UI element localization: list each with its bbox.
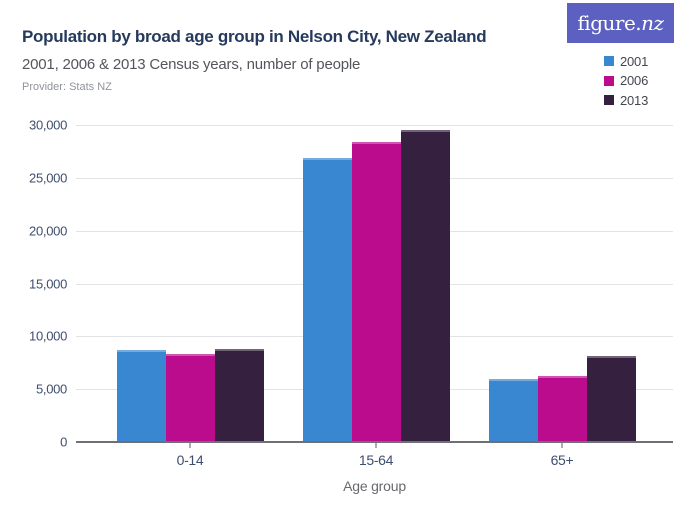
- legend-label: 2013: [620, 92, 649, 108]
- x-tick-label-65+: 65+: [550, 452, 574, 468]
- bar-2001-15-64: [302, 158, 352, 442]
- bar-2006-65+: [537, 376, 587, 442]
- chart-title: Population by broad age group in Nelson …: [22, 27, 487, 46]
- bar-group-0-14: [97, 125, 283, 442]
- x-tick-label-0-14: 0-14: [176, 452, 204, 468]
- logo-text: figure.: [577, 11, 642, 35]
- legend-label: 2001: [620, 53, 649, 69]
- x-tick-mark: [561, 443, 563, 448]
- bar-2013-0-14: [214, 349, 264, 442]
- x-tick-mark: [189, 443, 191, 448]
- provider-label: Provider: Stats NZ: [22, 81, 112, 93]
- y-tick-label: 10,000: [29, 328, 67, 344]
- bar-2001-65+: [488, 379, 538, 442]
- y-tick-label: 5,000: [35, 381, 67, 397]
- bar-group-15-64: [283, 125, 469, 442]
- y-tick-label: 30,000: [29, 117, 67, 133]
- x-tick-label-15-64: 15-64: [358, 452, 394, 468]
- legend-item-2006: 2006: [604, 73, 648, 89]
- bar-group-65+: [469, 125, 655, 442]
- legend: 2001 2006 2013: [604, 53, 648, 112]
- legend-swatch-icon: [604, 75, 614, 86]
- legend-swatch-icon: [604, 95, 614, 105]
- y-tick-label: 0: [60, 434, 67, 450]
- legend-item-2001: 2001: [604, 53, 648, 69]
- logo-text-suffix: nz: [641, 11, 664, 35]
- bar-2013-65+: [586, 356, 636, 442]
- legend-swatch-icon: [604, 56, 614, 66]
- bar-2001-0-14: [116, 350, 166, 442]
- legend-item-2013: 2013: [604, 92, 648, 108]
- gridline: [76, 125, 673, 126]
- chart-subtitle: 2001, 2006 & 2013 Census years, number o…: [22, 56, 361, 73]
- x-axis-line: [76, 441, 673, 443]
- bar-2006-15-64: [351, 142, 401, 442]
- x-tick-mark: [375, 443, 377, 448]
- y-tick-label: 15,000: [29, 276, 67, 291]
- figure-nz-logo[interactable]: figure. nz: [567, 3, 674, 43]
- plot-area: [97, 125, 655, 442]
- legend-label: 2006: [620, 73, 649, 88]
- y-tick-label: 25,000: [29, 170, 67, 186]
- bar-2006-0-14: [165, 354, 215, 442]
- x-axis-title: Age group: [343, 478, 406, 494]
- bar-2013-15-64: [400, 130, 450, 442]
- y-tick-label: 20,000: [29, 223, 67, 239]
